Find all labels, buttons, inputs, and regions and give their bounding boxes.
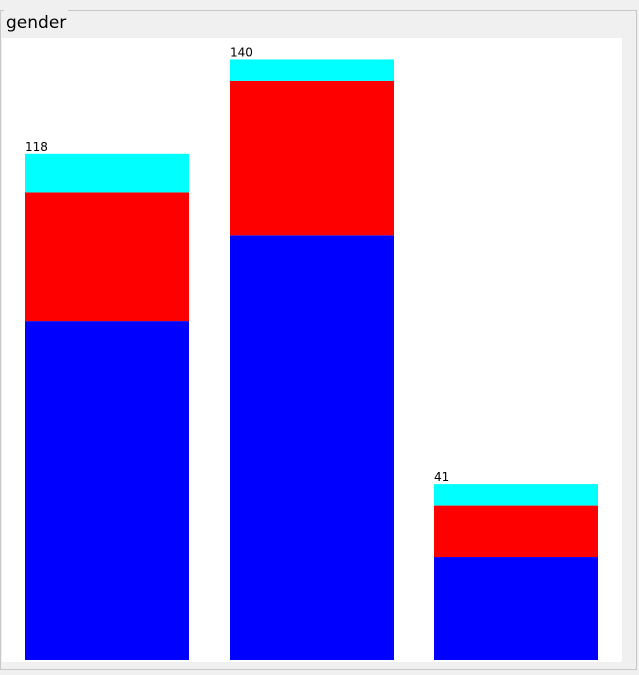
bar-segment bbox=[25, 321, 189, 660]
bar-segment bbox=[25, 153, 189, 193]
bar-segment bbox=[25, 192, 189, 322]
bar-segment bbox=[230, 80, 394, 236]
bar-segment bbox=[230, 59, 394, 81]
group-title: gender bbox=[6, 13, 66, 33]
total-label: 118 bbox=[25, 140, 48, 154]
group-frame bbox=[0, 10, 637, 670]
frame-bg bbox=[2, 22, 635, 38]
bar-segment bbox=[434, 505, 598, 558]
legend-gap bbox=[4, 10, 68, 14]
bar-segment bbox=[434, 484, 598, 506]
bar-segment bbox=[434, 557, 598, 660]
total-label: 140 bbox=[230, 45, 253, 59]
total-label: 41 bbox=[434, 470, 449, 484]
bar-segment bbox=[230, 235, 394, 660]
